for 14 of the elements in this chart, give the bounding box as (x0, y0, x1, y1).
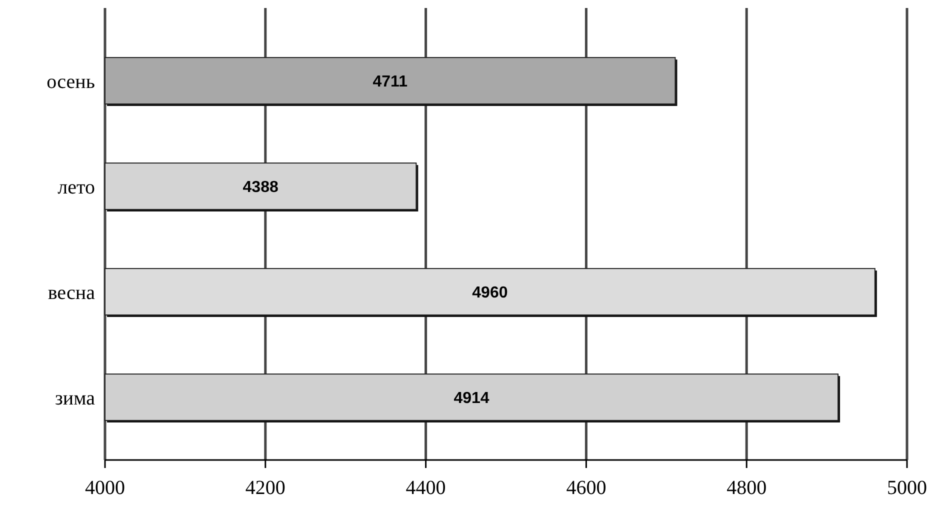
y-tick-label: осень (46, 70, 95, 93)
y-tick-label: лето (58, 176, 95, 198)
data-label: 4711 (372, 73, 408, 90)
x-tick-label: 5000 (887, 477, 927, 499)
x-tick-label: 4000 (85, 477, 125, 499)
x-tick-label: 4200 (245, 477, 286, 499)
data-label: 4914 (454, 390, 490, 407)
x-tick-label: 4400 (406, 477, 446, 499)
x-tick-label: 4600 (566, 477, 606, 499)
y-tick-label: зима (55, 387, 96, 410)
y-tick-label: весна (48, 282, 96, 304)
data-label: 4388 (242, 178, 278, 196)
x-tick-label: 4800 (726, 477, 767, 499)
data-label: 4960 (472, 284, 508, 302)
